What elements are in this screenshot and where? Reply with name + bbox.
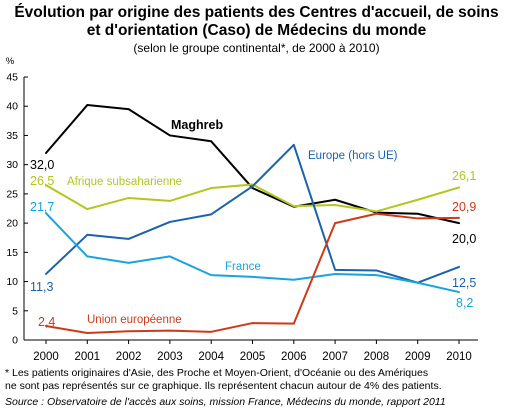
first-value-label: 32,0 <box>30 158 54 172</box>
last-value-label: 20,9 <box>452 200 476 214</box>
y-tick-label: 25 <box>6 188 18 200</box>
series-name-label: France <box>225 261 261 273</box>
x-tick-label: 2003 <box>157 351 183 363</box>
series-name-label: Afrique subsaharienne <box>67 176 182 188</box>
x-tick-label: 2008 <box>364 351 390 363</box>
last-value-label: 26,1 <box>452 169 476 183</box>
series-line <box>45 212 460 294</box>
y-tick-label: 20 <box>6 218 18 230</box>
x-tick-label: 2002 <box>116 351 142 363</box>
y-tick-label: 40 <box>6 101 18 113</box>
series-line <box>45 143 460 284</box>
y-tick-label: 0 <box>12 335 18 347</box>
x-tick-label: 2010 <box>446 351 472 363</box>
x-tick-label: 2006 <box>281 351 307 363</box>
y-tick-label: 10 <box>6 276 18 288</box>
y-tick-label: 5 <box>12 305 18 317</box>
series-name-label: Europe (hors UE) <box>308 150 398 162</box>
source-note: Source : Observatoire de l'accès aux soi… <box>5 396 446 408</box>
series-line <box>45 183 460 213</box>
chart-subtitle: (selon le groupe continental*, de 2000 à… <box>133 41 380 55</box>
last-value-label: 12,5 <box>452 276 476 290</box>
x-tick-label: 2009 <box>405 351 431 363</box>
first-value-label: 21,7 <box>30 200 54 214</box>
footnote-line-2: ne sont pas représentés sur ce graphique… <box>5 380 442 392</box>
series-line <box>45 104 460 225</box>
y-axis-unit: % <box>6 56 15 67</box>
chart-title-line-1: Évolution par origine des patients des C… <box>14 4 499 21</box>
first-value-label: 2,4 <box>38 315 55 329</box>
last-value-label: 20,0 <box>452 232 476 246</box>
x-tick-label: 2000 <box>33 351 59 363</box>
chart-title-line-2: et d'orientation (Caso) de Médecins du m… <box>86 22 427 39</box>
y-tick-label: 35 <box>6 130 18 142</box>
x-tick-label: 2005 <box>240 351 266 363</box>
x-tick-label: 2007 <box>322 351 348 363</box>
first-value-label: 11,3 <box>30 280 53 294</box>
series-name-label: Maghreb <box>171 118 223 132</box>
footnote-line-1: * Les patients originaires d'Asie, des P… <box>5 367 429 379</box>
series-line <box>45 212 460 334</box>
x-tick-label: 2004 <box>198 351 224 363</box>
first-value-label: 26,5 <box>30 174 54 188</box>
y-tick-label: 15 <box>6 247 18 259</box>
y-tick-label: 30 <box>6 159 18 171</box>
x-tick-label: 2001 <box>75 351 101 363</box>
last-value-label: 8,2 <box>456 296 473 310</box>
series-name-label: Union européenne <box>87 314 182 326</box>
y-tick-label: 45 <box>6 72 18 84</box>
